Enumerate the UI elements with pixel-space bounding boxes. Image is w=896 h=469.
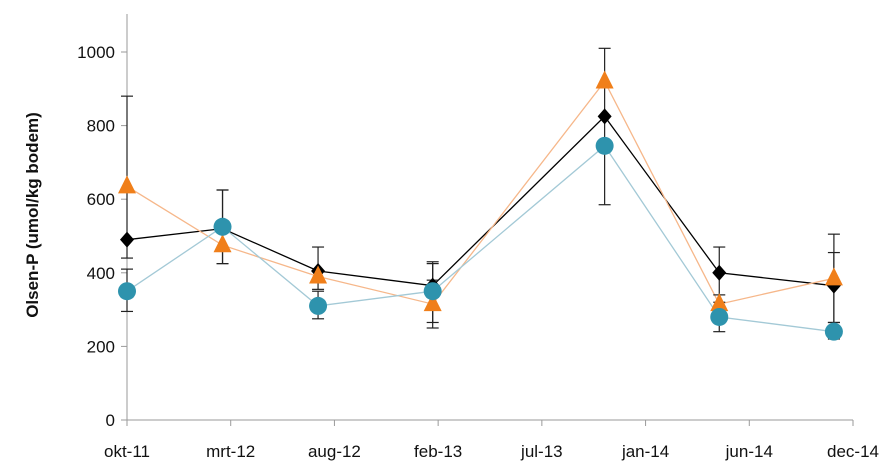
data-point-circle (710, 307, 729, 326)
data-point-circle (213, 217, 232, 236)
x-tick-label: jul-13 (520, 442, 563, 461)
series-markers (118, 70, 843, 341)
y-tick-label: 0 (106, 411, 115, 430)
data-point-triangle (710, 293, 729, 312)
data-point-circle (423, 282, 442, 301)
y-tick-label: 400 (87, 264, 115, 283)
data-point-triangle (118, 175, 136, 194)
x-tick-label: mrt-12 (206, 442, 255, 461)
y-tick-label: 200 (87, 337, 115, 356)
y-axis-title: Olsen-P (umol/kg bodem) (23, 112, 42, 318)
data-point-diamond (597, 108, 612, 125)
x-axis-ticks: okt-11 mrt-12 aug-12 feb-13 jul-13 jan-14 jun-… (104, 420, 879, 461)
data-point-diamond (120, 231, 134, 248)
series-group (118, 47, 843, 341)
data-point-triangle (595, 70, 614, 89)
data-point-circle (595, 136, 614, 155)
x-tick-label: okt-11 (104, 442, 150, 461)
x-tick-label: aug-12 (308, 442, 361, 461)
data-point-diamond (712, 264, 727, 281)
data-point-circle (118, 282, 136, 301)
data-point-triangle (824, 267, 843, 286)
x-tick-label: jan-14 (621, 442, 669, 461)
x-tick-label: feb-13 (414, 442, 462, 461)
y-tick-label: 800 (87, 117, 115, 136)
error-bars (121, 47, 840, 340)
y-tick-label: 600 (87, 190, 115, 209)
series-2-line (126, 80, 835, 305)
y-tick-label: 1000 (77, 43, 115, 62)
data-point-triangle (213, 234, 232, 253)
y-axis-ticks: 0 200 400 600 800 1000 (77, 43, 127, 430)
series-lines (126, 80, 835, 333)
data-point-circle (309, 296, 328, 315)
series-1-line (126, 115, 834, 287)
x-tick-label: jun-14 (725, 442, 773, 461)
data-point-triangle (423, 293, 442, 312)
x-tick-label: dec-14 (827, 442, 879, 461)
axes (126, 14, 853, 421)
data-point-circle (824, 322, 843, 341)
data-point-triangle (309, 265, 328, 284)
